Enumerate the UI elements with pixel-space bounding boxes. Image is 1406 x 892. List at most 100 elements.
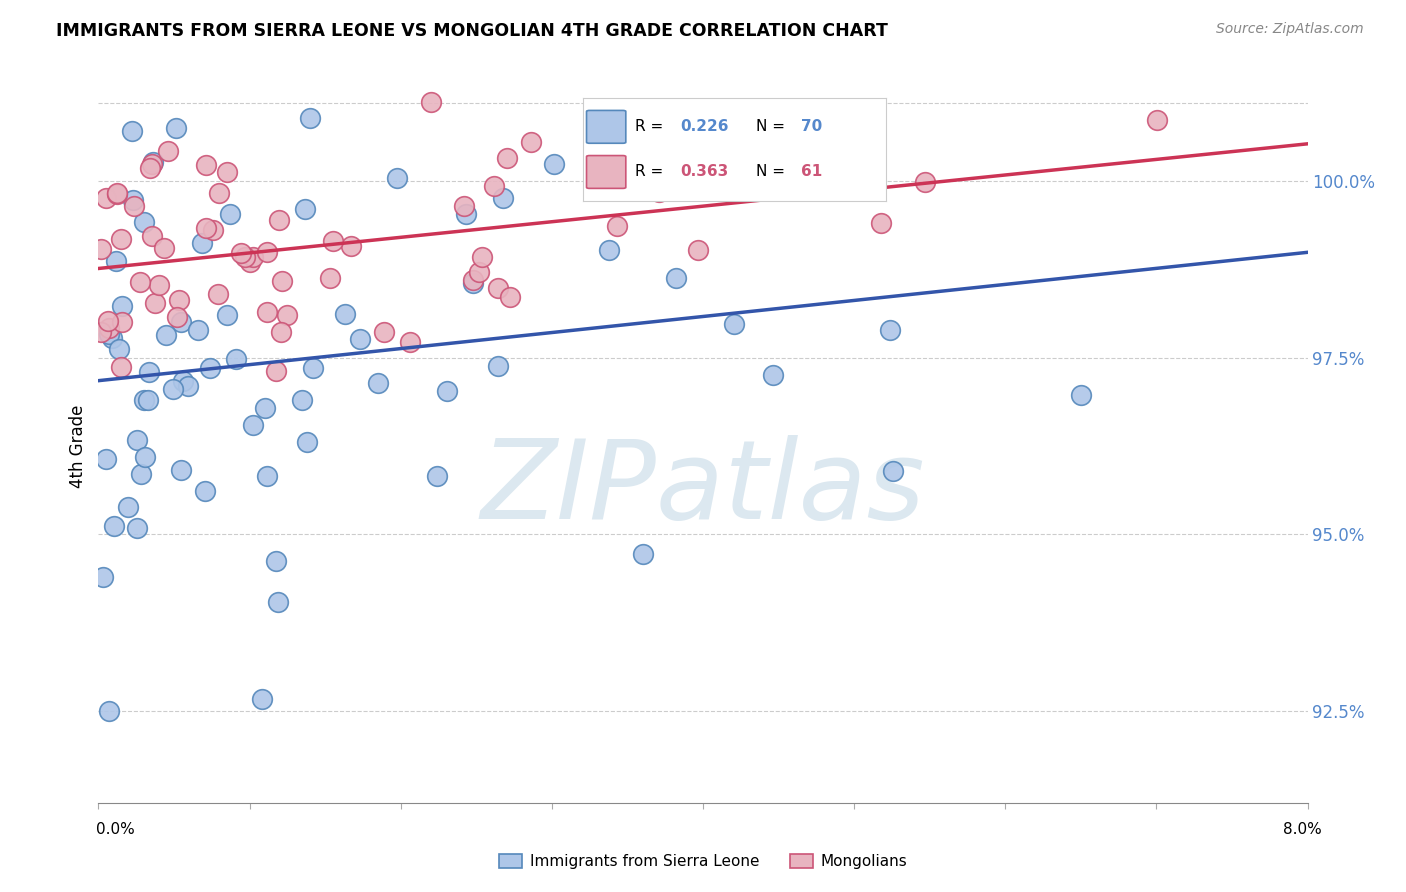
- Point: [225, 352, 247, 367]
- Point: [98, 327, 121, 342]
- Text: 0.0%: 0.0%: [96, 822, 135, 837]
- Point: [96, 451, 118, 466]
- Point: [136, 392, 159, 407]
- Point: [104, 254, 127, 268]
- Point: [721, 161, 744, 175]
- Point: [471, 250, 494, 264]
- Point: [686, 132, 709, 146]
- Point: [373, 325, 395, 339]
- Point: [134, 215, 156, 229]
- Legend: Immigrants from Sierra Leone, Mongolians: Immigrants from Sierra Leone, Mongolians: [494, 848, 912, 875]
- Point: [156, 144, 179, 158]
- Point: [914, 175, 936, 189]
- Point: [172, 374, 194, 388]
- Point: [138, 365, 160, 379]
- Point: [194, 221, 217, 235]
- Point: [90, 242, 112, 256]
- Point: [322, 235, 344, 249]
- Point: [90, 325, 112, 339]
- Text: 70: 70: [801, 120, 823, 135]
- Point: [191, 235, 214, 250]
- Point: [686, 244, 709, 258]
- Point: [148, 278, 170, 293]
- Point: [162, 382, 184, 396]
- Point: [468, 265, 491, 279]
- Point: [91, 570, 114, 584]
- Text: 0.363: 0.363: [681, 164, 728, 179]
- Point: [398, 334, 420, 349]
- Text: 61: 61: [801, 164, 823, 179]
- Point: [349, 332, 371, 346]
- Point: [108, 342, 131, 356]
- Point: [167, 293, 190, 308]
- Point: [598, 243, 620, 257]
- Point: [153, 241, 176, 255]
- Point: [769, 182, 792, 196]
- Point: [194, 483, 217, 498]
- Point: [110, 315, 132, 329]
- Point: [852, 120, 875, 134]
- Point: [201, 223, 224, 237]
- Point: [264, 554, 287, 568]
- Point: [176, 378, 198, 392]
- Point: [762, 368, 785, 382]
- Point: [233, 250, 256, 264]
- Text: 8.0%: 8.0%: [1282, 822, 1322, 837]
- Point: [333, 307, 356, 321]
- Point: [340, 239, 363, 253]
- Point: [141, 157, 163, 171]
- Point: [420, 95, 443, 110]
- Point: [215, 165, 238, 179]
- Point: [94, 191, 117, 205]
- Point: [269, 213, 291, 227]
- Point: [239, 255, 262, 269]
- Point: [1070, 388, 1092, 402]
- Text: ZIPatlas: ZIPatlas: [481, 435, 925, 542]
- Point: [155, 328, 177, 343]
- Point: [101, 331, 124, 345]
- Point: [270, 274, 292, 288]
- Point: [198, 360, 221, 375]
- Point: [606, 219, 628, 233]
- Point: [139, 161, 162, 175]
- Point: [291, 393, 314, 408]
- Point: [882, 464, 904, 478]
- Point: [302, 361, 325, 376]
- Point: [385, 171, 408, 186]
- Point: [117, 500, 139, 514]
- FancyBboxPatch shape: [586, 111, 626, 144]
- Point: [294, 202, 316, 216]
- Point: [143, 296, 166, 310]
- Point: [484, 179, 506, 194]
- Point: [256, 244, 278, 259]
- Text: Source: ZipAtlas.com: Source: ZipAtlas.com: [1216, 22, 1364, 37]
- Point: [869, 216, 891, 230]
- Point: [215, 309, 238, 323]
- Point: [723, 318, 745, 332]
- Point: [276, 308, 298, 322]
- Point: [105, 186, 128, 200]
- Point: [270, 325, 292, 339]
- Point: [125, 521, 148, 535]
- Point: [253, 401, 276, 416]
- Point: [103, 519, 125, 533]
- Point: [242, 250, 264, 264]
- Text: N =: N =: [756, 120, 790, 135]
- Point: [169, 315, 191, 329]
- Point: [256, 305, 278, 319]
- Point: [436, 384, 458, 398]
- Point: [294, 44, 316, 58]
- Y-axis label: 4th Grade: 4th Grade: [69, 404, 87, 488]
- Point: [208, 186, 231, 200]
- Point: [129, 275, 152, 289]
- Point: [242, 418, 264, 433]
- Text: 0.226: 0.226: [681, 120, 728, 135]
- Point: [461, 276, 484, 290]
- Point: [256, 469, 278, 483]
- Text: IMMIGRANTS FROM SIERRA LEONE VS MONGOLIAN 4TH GRADE CORRELATION CHART: IMMIGRANTS FROM SIERRA LEONE VS MONGOLIA…: [56, 22, 889, 40]
- Point: [97, 704, 120, 718]
- Point: [454, 207, 477, 221]
- Point: [453, 199, 475, 213]
- FancyBboxPatch shape: [586, 155, 626, 188]
- Point: [495, 151, 517, 165]
